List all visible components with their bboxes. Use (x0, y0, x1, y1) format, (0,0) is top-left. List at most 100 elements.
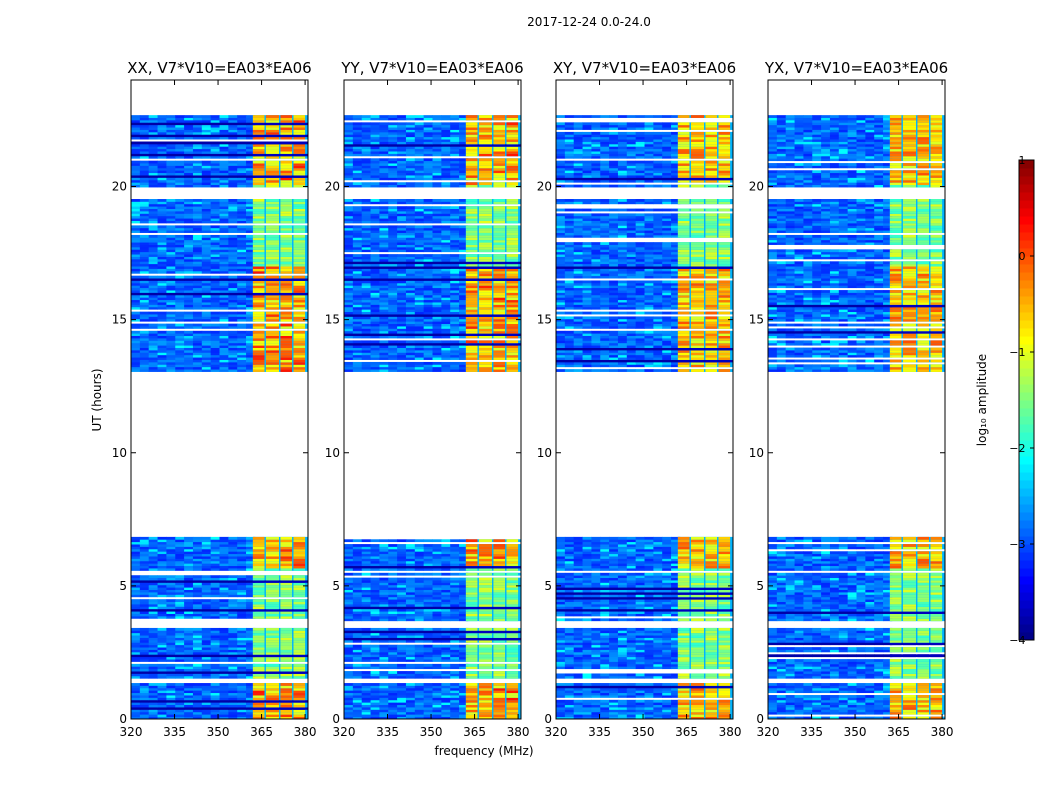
heatmap-cell-background (140, 235, 149, 238)
heatmap-cell-background (397, 340, 406, 343)
heatmap-cell-channel (493, 297, 505, 300)
heatmap-cell-background (433, 544, 442, 547)
heatmap-cell-background (149, 316, 158, 319)
heatmap-cell-background (193, 314, 202, 317)
heatmap-cell-background (202, 213, 211, 216)
heatmap-cell-background (388, 328, 397, 331)
heatmap-cell-background (237, 304, 246, 307)
heatmap-cell-background (450, 302, 459, 305)
heatmap-cell-channel (266, 645, 279, 648)
heatmap-cell-background (149, 297, 158, 300)
heatmap-cell-background (441, 369, 450, 372)
heatmap-cell-background (433, 307, 442, 310)
heatmap-cell-background (220, 151, 229, 154)
heatmap-cell-background (149, 578, 158, 581)
heatmap-cell-background (344, 640, 353, 643)
heatmap-cell-background (388, 707, 397, 710)
heatmap-cell-channel (293, 582, 305, 585)
heatmap-cell-background (450, 635, 459, 638)
heatmap-cell-background (175, 592, 184, 595)
heatmap-cell-background (415, 709, 424, 712)
heatmap-cell-background (193, 614, 202, 617)
heatmap-cell-background (353, 645, 362, 648)
heatmap-cell-background (237, 645, 246, 648)
heatmap-cell-channel (280, 695, 292, 698)
heatmap-cell-background (450, 616, 459, 619)
heatmap-cell-channel (493, 594, 505, 597)
heatmap-cell-background (388, 664, 397, 667)
heatmap-cell-background (166, 261, 175, 264)
heatmap-cell-background (220, 669, 229, 672)
heatmap-cell-background (228, 671, 237, 674)
heatmap-cell-background (149, 173, 158, 176)
heatmap-cell-background (140, 645, 149, 648)
heatmap-cell-background (211, 367, 220, 370)
heatmap-cell-channel (253, 168, 265, 171)
heatmap-cell-background (158, 283, 167, 286)
heatmap-cell-background (228, 585, 237, 588)
heatmap-cell-background (388, 283, 397, 286)
heatmap-cell-background (397, 290, 406, 293)
heatmap-cell-background (237, 319, 246, 322)
heatmap-cell-channel (253, 685, 265, 688)
heatmap-cell-background (175, 235, 184, 238)
heatmap-cell-channel (253, 206, 265, 209)
heatmap-cell-background (193, 120, 202, 123)
heatmap-cell-channel (266, 671, 279, 674)
heatmap-cell-background (344, 709, 353, 712)
heatmap-cell-background (158, 314, 167, 317)
heatmap-cell-background (193, 604, 202, 607)
heatmap-cell-background (433, 702, 442, 705)
heatmap-cell-background (237, 314, 246, 317)
heatmap-cell-background (344, 561, 353, 564)
heatmap-cell-background (202, 199, 211, 202)
heatmap-cell-background (158, 343, 167, 346)
heatmap-cell-background (193, 168, 202, 171)
heatmap-cell-background (344, 312, 353, 315)
heatmap-cell-background (184, 230, 193, 233)
heatmap-cell-background (149, 302, 158, 305)
heatmap-cell-background (353, 683, 362, 686)
heatmap-cell-background (371, 685, 380, 688)
heatmap-cell-channel (479, 671, 492, 674)
heatmap-cell-background (166, 362, 175, 365)
heatmap-cell-background (362, 554, 371, 557)
heatmap-cell-background (211, 638, 220, 641)
heatmap-cell-background (220, 362, 229, 365)
heatmap-cell-background (228, 316, 237, 319)
heatmap-cell-channel (253, 269, 265, 272)
heatmap-cell-background (202, 582, 211, 585)
heatmap-cell-background (424, 587, 433, 590)
heatmap-cell-background (353, 364, 362, 367)
heatmap-cell-background (184, 676, 193, 679)
heatmap-cell-channel (493, 690, 505, 693)
heatmap-cell-channel (266, 249, 279, 252)
heatmap-cell-background (211, 130, 220, 133)
heatmap-cell-channel (266, 688, 279, 691)
heatmap-cell-background (184, 161, 193, 164)
heatmap-cell-background (131, 336, 140, 339)
heatmap-cell-background (158, 173, 167, 176)
heatmap-cell-background (237, 252, 246, 255)
heatmap-cell-background (362, 587, 371, 590)
heatmap-cell-background (353, 611, 362, 614)
heatmap-cell-background (193, 326, 202, 329)
heatmap-cell-background (166, 259, 175, 262)
heatmap-cell-background (220, 134, 229, 137)
heatmap-cell-channel (506, 594, 518, 597)
heatmap-cell-background (450, 683, 459, 686)
heatmap-cell-channel (293, 269, 305, 272)
heatmap-cell-background (184, 163, 193, 166)
heatmap-cell-background (202, 118, 211, 121)
heatmap-cell-background (388, 345, 397, 348)
heatmap-cell-background (220, 671, 229, 674)
heatmap-cell-background (211, 127, 220, 130)
heatmap-cell-background (166, 705, 175, 708)
heatmap-cell-background (211, 206, 220, 209)
heatmap-cell-background (406, 328, 415, 331)
heatmap-cell-background (237, 714, 246, 717)
heatmap-cell-background (362, 304, 371, 307)
heatmap-cell-background (450, 369, 459, 372)
heatmap-cell-background (175, 209, 184, 212)
heatmap-cell-background (353, 712, 362, 715)
